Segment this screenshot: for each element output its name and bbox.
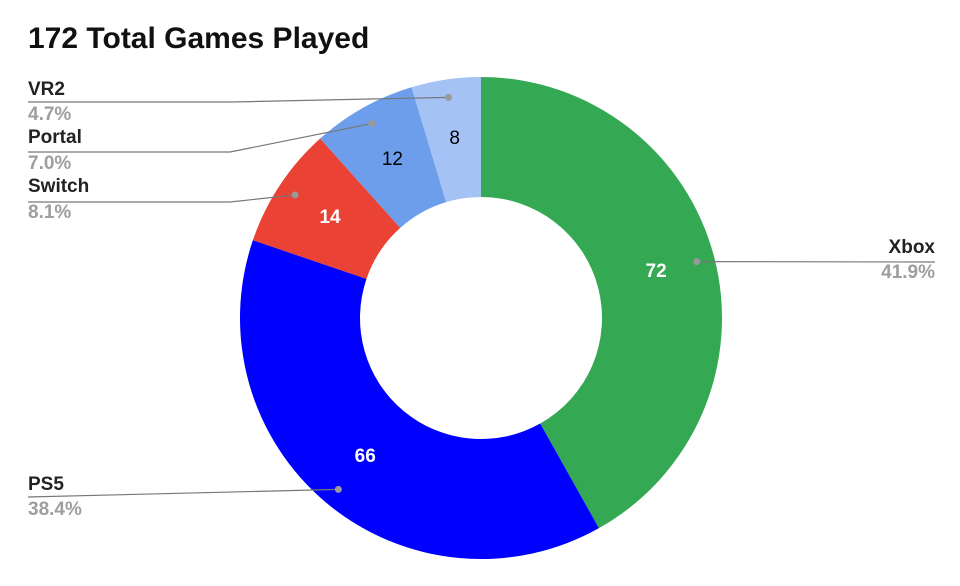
legend-label: VR2 <box>28 79 65 100</box>
slice <box>411 77 481 203</box>
share-label: 8.1% <box>28 202 71 223</box>
leader-dot <box>291 191 299 199</box>
share-label: 7.0% <box>28 153 71 174</box>
legend-label: Portal <box>28 127 82 148</box>
legend-label: Switch <box>28 176 89 197</box>
leader-line <box>28 96 449 103</box>
share-label: 4.7% <box>28 104 71 125</box>
chart-title: 172 Total Games Played <box>28 22 369 55</box>
leader-line <box>27 488 339 498</box>
slice <box>481 77 722 529</box>
share-label: 38.4% <box>28 499 82 520</box>
slice <box>320 87 447 228</box>
leader-dot <box>334 485 342 493</box>
slice-value-label: 14 <box>319 207 341 228</box>
legend-label: Xbox <box>889 237 936 258</box>
slice <box>240 240 599 559</box>
leader-dot <box>693 258 701 266</box>
leader-dot <box>368 120 376 128</box>
leader-dot <box>445 93 453 101</box>
slice-value-label: 72 <box>646 261 667 282</box>
leader-line <box>28 122 372 153</box>
slice-value-label: 66 <box>355 446 376 467</box>
slice <box>252 138 401 279</box>
slice-value-label: 12 <box>382 149 403 170</box>
share-label: 41.9% <box>881 262 935 283</box>
legend-label: PS5 <box>28 474 64 495</box>
leader-line <box>28 194 296 203</box>
slice-value-label: 8 <box>449 128 460 149</box>
